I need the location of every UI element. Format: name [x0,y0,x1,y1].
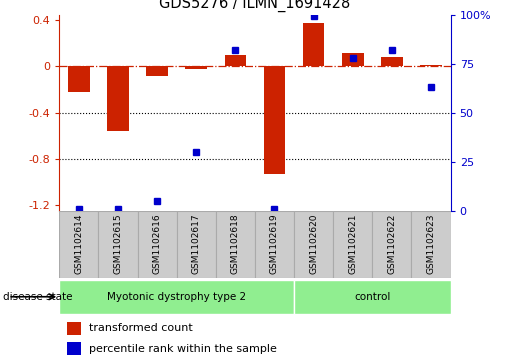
Text: GSM1102617: GSM1102617 [192,214,201,274]
Bar [59,211,98,278]
Bar [333,211,372,278]
Text: GSM1102614: GSM1102614 [74,214,83,274]
Text: GSM1102618: GSM1102618 [231,214,240,274]
Text: disease state: disease state [3,292,72,302]
Bar [138,211,177,278]
Bar [303,23,324,66]
Bar [342,53,364,66]
Bar [255,211,294,278]
Text: GSM1102620: GSM1102620 [309,214,318,274]
Bar [225,55,246,66]
Text: GSM1102623: GSM1102623 [426,214,436,274]
Bar [420,65,442,66]
Bar [107,66,129,131]
Bar [381,57,403,66]
Text: percentile rank within the sample: percentile rank within the sample [89,343,277,354]
Bar [294,211,333,278]
Bar [59,280,294,314]
Bar [294,280,451,314]
Bar [264,66,285,174]
Bar [185,66,207,69]
Text: GSM1102615: GSM1102615 [113,214,123,274]
Text: GSM1102621: GSM1102621 [348,214,357,274]
Bar [372,211,411,278]
Bar [68,66,90,92]
Bar [146,66,168,76]
Bar [411,211,451,278]
Text: transformed count: transformed count [89,323,193,334]
Bar [67,342,81,355]
Text: GSM1102622: GSM1102622 [387,214,397,274]
Text: control: control [354,292,390,302]
Text: Myotonic dystrophy type 2: Myotonic dystrophy type 2 [107,292,246,302]
Bar [67,322,81,335]
Bar [177,211,216,278]
Bar [98,211,138,278]
Bar [216,211,255,278]
Text: GSM1102619: GSM1102619 [270,214,279,274]
Text: GSM1102616: GSM1102616 [152,214,162,274]
Title: GDS5276 / ILMN_1691428: GDS5276 / ILMN_1691428 [159,0,351,12]
